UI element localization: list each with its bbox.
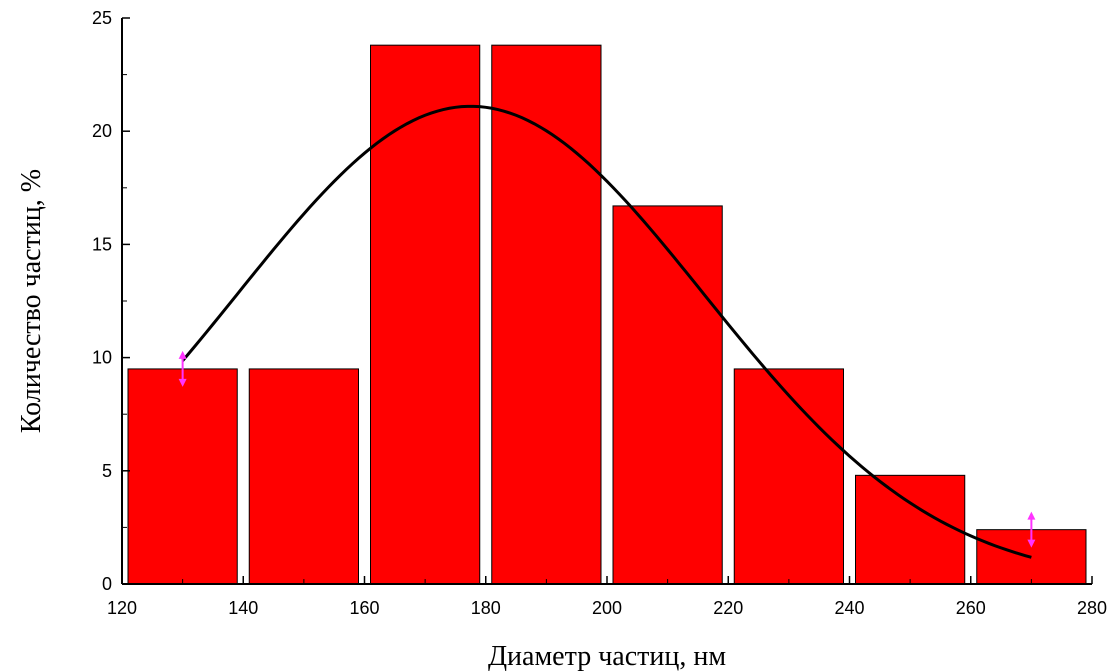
x-tick-label-240: 240 bbox=[834, 598, 864, 618]
y-tick-label-0: 0 bbox=[102, 574, 112, 594]
error-marker-2 bbox=[1027, 511, 1036, 548]
bar-230 bbox=[733, 368, 844, 585]
x-tick-label-200: 200 bbox=[592, 598, 622, 618]
ticks-layer: 0 5 10 15 20 25 120 140 160 180 200 220 240 260 280 bbox=[92, 8, 1107, 618]
x-tick-label-120: 120 bbox=[107, 598, 137, 618]
y-tick-label-25: 25 bbox=[92, 8, 112, 28]
bar-130 bbox=[127, 368, 238, 585]
error-markers-layer bbox=[178, 350, 1036, 548]
x-tick-label-160: 160 bbox=[349, 598, 379, 618]
x-tick-label-140: 140 bbox=[228, 598, 258, 618]
x-tick-label-260: 260 bbox=[956, 598, 986, 618]
bar-150 bbox=[248, 368, 359, 585]
y-tick-label-20: 20 bbox=[92, 121, 112, 141]
x-axis-label: Диаметр частиц, нм bbox=[488, 641, 726, 671]
x-tick-label-220: 220 bbox=[713, 598, 743, 618]
error-marker-down-arrow bbox=[1027, 539, 1036, 548]
bar-170 bbox=[370, 44, 481, 585]
bar-250 bbox=[855, 474, 966, 585]
bars-layer bbox=[127, 44, 1087, 585]
error-marker-up-arrow bbox=[178, 350, 187, 359]
y-tick-label-10: 10 bbox=[92, 348, 112, 368]
fit-curve bbox=[181, 104, 1032, 559]
error-marker-1 bbox=[178, 350, 187, 387]
x-tick-label-180: 180 bbox=[471, 598, 501, 618]
bar-190 bbox=[491, 44, 602, 585]
fit-curve-layer bbox=[181, 104, 1032, 559]
y-tick-label-15: 15 bbox=[92, 234, 112, 254]
error-marker-down-arrow bbox=[178, 378, 187, 387]
error-marker-up-arrow bbox=[1027, 511, 1036, 520]
x-tick-label-280: 280 bbox=[1077, 598, 1107, 618]
bar-210 bbox=[612, 205, 723, 585]
y-tick-label-5: 5 bbox=[102, 461, 112, 481]
y-axis-label: Количество частиц, % bbox=[16, 169, 47, 433]
